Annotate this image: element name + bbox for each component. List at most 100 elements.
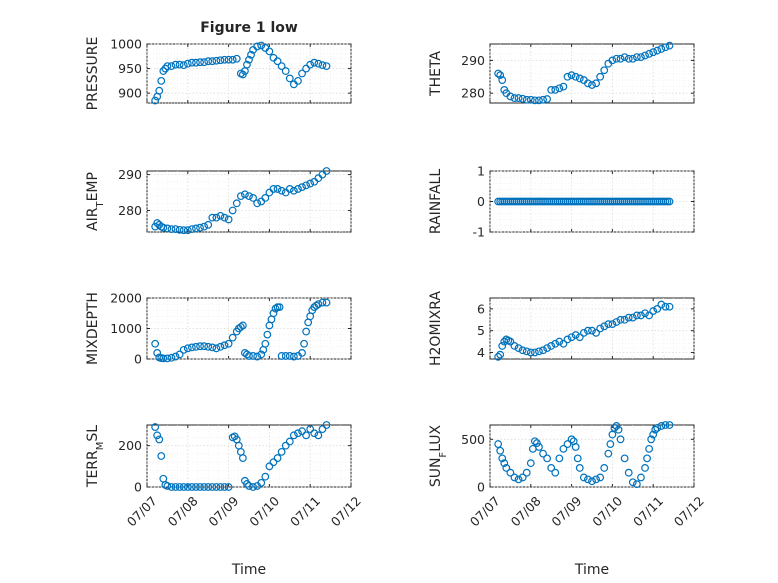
data-point [228,333,237,342]
data-point [632,480,641,489]
data-point [257,478,266,487]
data-point [261,194,270,202]
data-point [506,337,515,346]
data-point [657,300,666,309]
data-point [224,215,233,224]
data-point [245,352,253,360]
data-point [620,454,629,463]
data-point [302,64,311,73]
data-point [269,458,278,467]
data-point [506,468,515,477]
data-point [155,435,164,444]
data-point [318,425,327,434]
data-point [294,76,302,85]
data-point [628,54,637,63]
y-axis-label: THETA [428,51,444,97]
data-point [494,69,503,78]
data-point [526,95,535,104]
data-point [243,480,251,488]
data-point [265,47,274,56]
data-point [510,342,519,350]
subplot-7: 07/07 07/08 07/09 07/10 07/11 07/12 0 200 TERRMS… [85,421,364,578]
data-point [653,304,662,313]
data-point [289,352,298,361]
data-point [645,49,654,58]
data-point [592,79,600,88]
data-point [183,226,192,235]
data-point [498,76,507,84]
subplot-6: 4 5 6 H2OMIXRA [428,291,695,366]
data-point [216,56,225,65]
y-tick-label: 0 [134,480,142,495]
x-tick-label: 07/07 [467,493,503,529]
data-point [263,330,272,339]
data-point [220,341,229,350]
data-point [167,353,176,362]
data-point [543,454,552,463]
data-point [641,309,649,318]
x-tick-label: 07/10 [589,493,625,529]
y-tick-label: 500 [461,432,485,447]
data-point [322,62,331,71]
x-tick-label: 07/08 [508,493,544,529]
data-point [641,464,649,472]
data-point [216,342,225,351]
data-point [555,337,564,346]
data-point [518,346,527,355]
x-tick-label: 07/10 [246,493,282,529]
data-point [647,435,656,444]
data-point [281,441,290,450]
data-point [261,339,270,348]
data-point [665,197,674,206]
data-point [318,298,327,307]
data-point [641,51,649,60]
x-tick-label: 07/09 [205,493,241,529]
data-point [163,354,172,363]
data-point [151,339,160,348]
subplot-2: 280 290 THETA [428,41,695,105]
data-point [241,190,249,199]
data-point [269,309,278,318]
y-tick-label: 0 [477,480,485,495]
data-point [498,454,507,463]
data-point [306,60,315,69]
data-point [208,483,217,491]
data-point [171,483,180,491]
data-point [563,72,572,81]
data-point [306,179,315,188]
data-point [596,324,605,333]
data-point [547,464,556,472]
data-point [277,447,286,456]
y-axis-label: RAINFALL [428,169,444,234]
data-point [498,342,507,350]
data-point [163,482,172,490]
data-point [236,192,245,201]
data-point [543,95,552,103]
data-point [310,58,319,67]
y-axis-label: PRESSURE [85,37,101,111]
data-point [179,345,188,354]
data-point [271,304,280,313]
data-point [649,307,658,315]
data-point [245,482,253,490]
data-point [522,95,531,104]
data-point [567,71,576,80]
subplot-4: -1 0 1 RAINFALL [428,164,695,240]
data-point [559,82,568,91]
subplot-8: 07/07 07/08 07/09 07/10 07/11 07/12 0 500 SUNFLU… [428,421,707,578]
x-tick-label: 07/11 [287,493,323,529]
data-point [312,301,321,310]
data-point [637,311,645,320]
data-point [224,483,233,491]
data-point [306,425,315,434]
y-axis-label: H2OMIXRA [428,291,444,366]
data-point [224,55,233,64]
data-point [257,41,266,50]
data-point [567,435,576,444]
data-point [661,43,670,52]
data-point [596,72,605,81]
data-point [496,446,505,455]
y-tick-label: 290 [118,167,142,182]
data-point [302,181,311,190]
data-point [496,350,505,359]
